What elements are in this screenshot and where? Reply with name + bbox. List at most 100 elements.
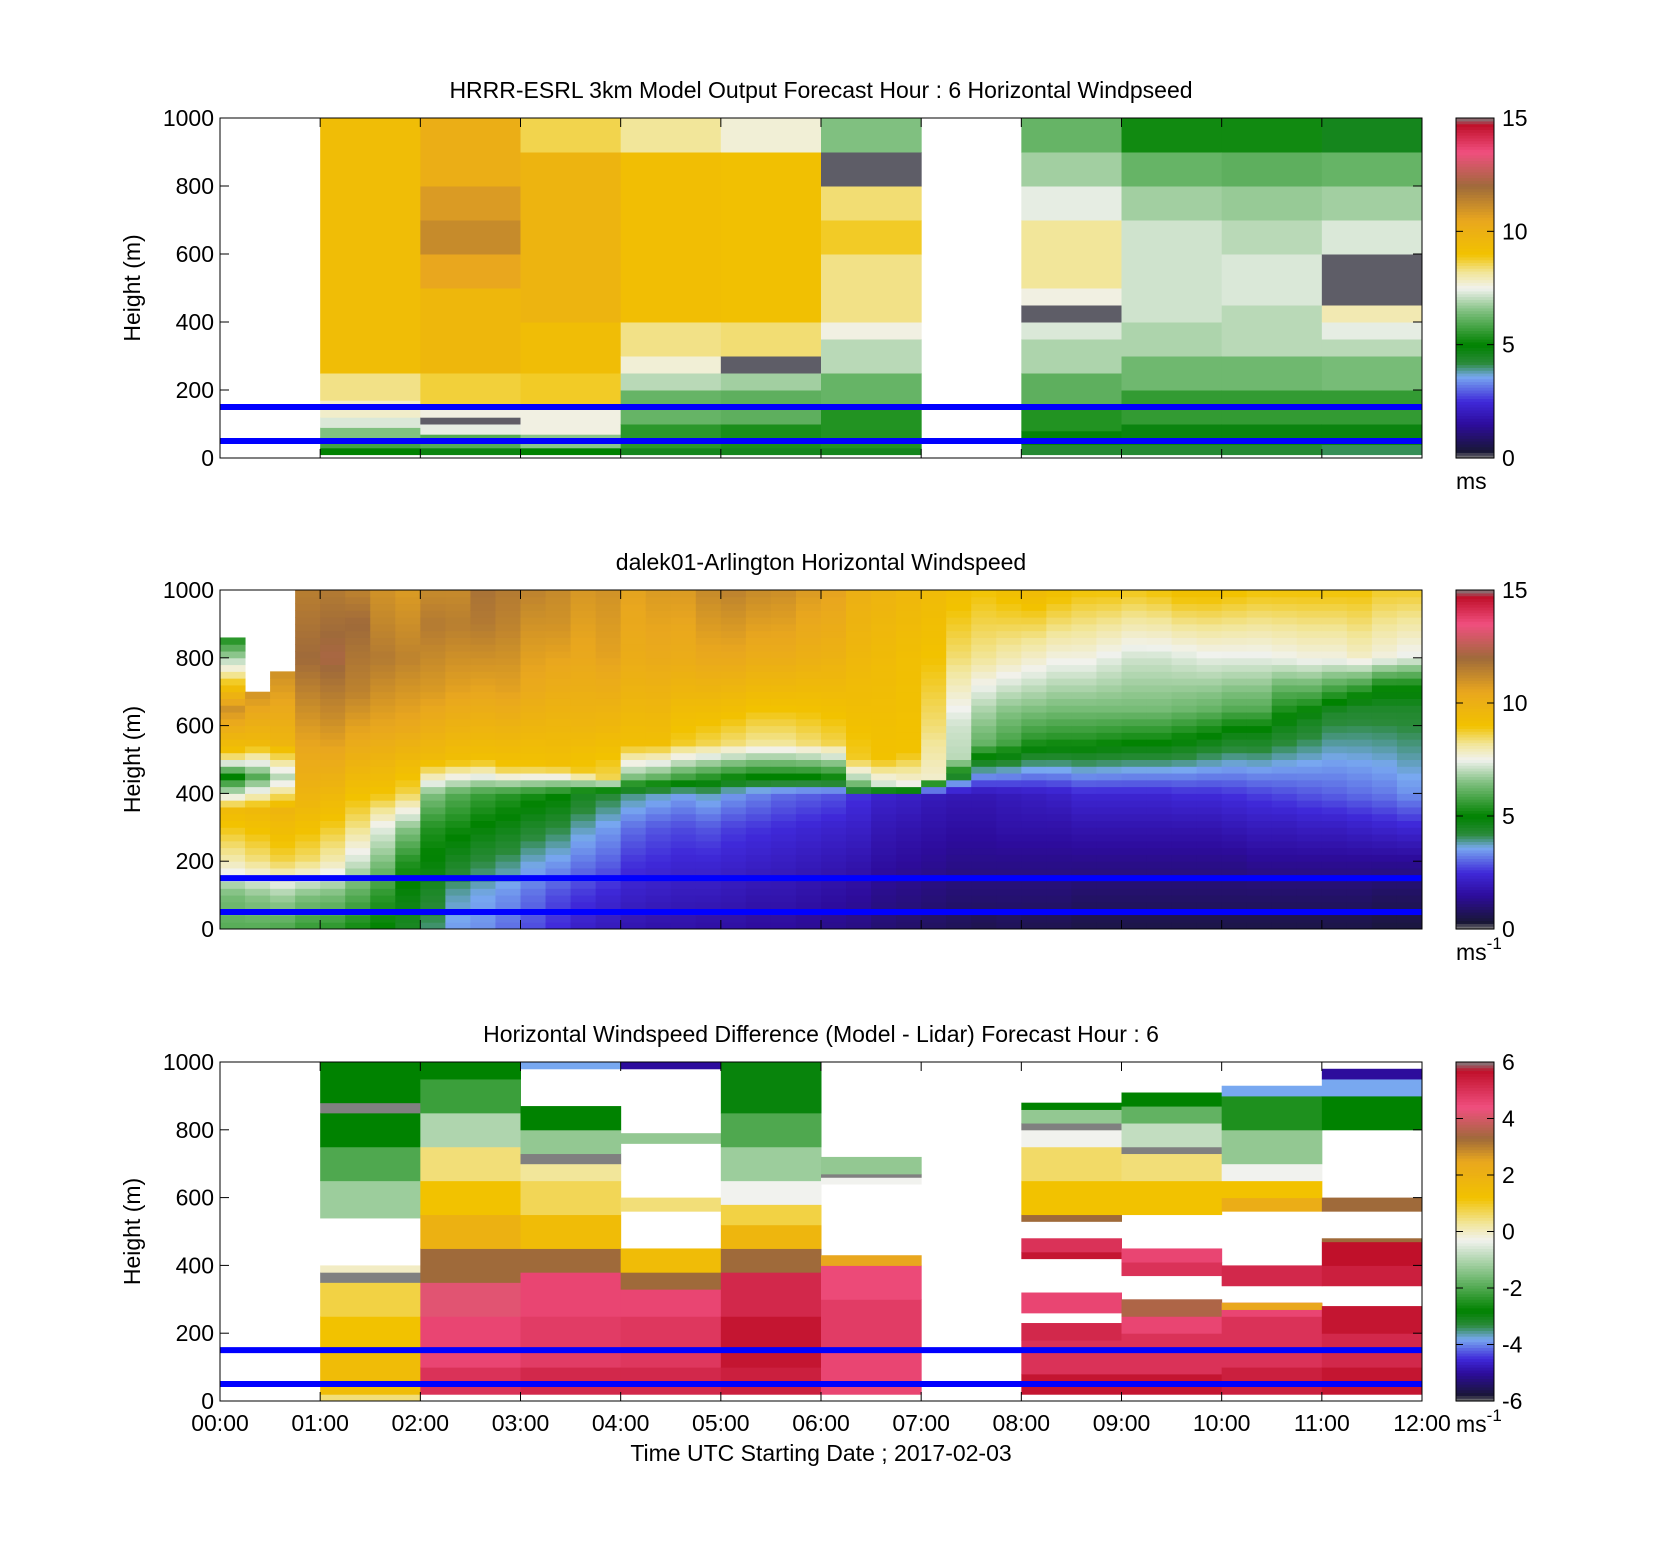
heatmap-cell bbox=[545, 888, 572, 896]
heatmap-cell bbox=[1321, 1197, 1423, 1212]
heatmap-cell bbox=[1296, 630, 1323, 638]
heatmap-cell bbox=[1096, 603, 1122, 611]
heatmap-cell bbox=[1121, 1153, 1223, 1182]
heatmap-cell bbox=[770, 752, 797, 760]
heatmap-cell bbox=[370, 766, 396, 774]
heatmap-cell bbox=[520, 1367, 622, 1395]
heatmap-cell bbox=[395, 867, 421, 876]
heatmap-cell bbox=[295, 922, 321, 930]
heatmap-cell bbox=[1346, 800, 1373, 808]
heatmap-cell bbox=[921, 915, 947, 923]
heatmap-cell bbox=[795, 827, 822, 835]
heatmap-cell bbox=[220, 698, 246, 706]
heatmap-cell bbox=[495, 861, 521, 869]
colorbar-swatch bbox=[1456, 1330, 1494, 1334]
heatmap-cell bbox=[595, 786, 622, 794]
heatmap-cell bbox=[946, 651, 972, 659]
heatmap-cell bbox=[395, 800, 421, 808]
heatmap-cell bbox=[395, 691, 421, 699]
colorbar-swatch bbox=[1456, 852, 1494, 857]
heatmap-cell bbox=[770, 922, 797, 930]
heatmap-cell bbox=[420, 759, 446, 767]
heatmap-cell bbox=[795, 840, 822, 849]
heatmap-cell bbox=[1271, 596, 1298, 605]
heatmap-cell bbox=[1271, 644, 1298, 652]
heatmap-cell bbox=[1171, 779, 1198, 788]
heatmap-cell bbox=[570, 861, 597, 869]
heatmap-cell bbox=[1196, 732, 1223, 740]
heatmap-cell bbox=[270, 867, 296, 876]
heatmap-cell bbox=[846, 644, 872, 652]
heatmap-cell bbox=[1296, 786, 1323, 794]
heatmap-cell bbox=[370, 745, 396, 754]
heatmap-cell bbox=[921, 793, 947, 801]
heatmap-cell bbox=[595, 596, 622, 605]
heatmap-cell bbox=[871, 603, 897, 611]
heatmap-cell bbox=[320, 118, 421, 374]
heatmap-cell bbox=[345, 813, 371, 822]
heatmap-cell bbox=[1221, 867, 1248, 876]
colorbar-swatch bbox=[1456, 409, 1494, 414]
colorbar-swatch bbox=[1456, 824, 1494, 828]
heatmap-cell bbox=[1071, 712, 1097, 720]
colorbar-swatch bbox=[1456, 1369, 1494, 1374]
heatmap-cell bbox=[946, 671, 972, 679]
heatmap-cell bbox=[220, 651, 246, 659]
heatmap-cell bbox=[420, 786, 446, 794]
heatmap-cell bbox=[1221, 691, 1248, 699]
heatmap-cell bbox=[370, 915, 396, 923]
heatmap-cell bbox=[1246, 759, 1273, 767]
colorbar-swatch bbox=[1456, 632, 1494, 636]
colorbar-swatch bbox=[1456, 1381, 1494, 1385]
heatmap-cell bbox=[1096, 745, 1122, 754]
heatmap-cell bbox=[595, 617, 622, 625]
heatmap-cell bbox=[370, 705, 396, 713]
heatmap-cell bbox=[370, 922, 396, 930]
heatmap-cell bbox=[245, 766, 271, 774]
heatmap-cell bbox=[520, 152, 622, 323]
heatmap-cell bbox=[996, 657, 1022, 666]
heatmap-cell bbox=[720, 617, 747, 625]
heatmap-cell bbox=[745, 793, 772, 801]
heatmap-cell bbox=[1396, 888, 1423, 896]
heatmap-cell bbox=[971, 854, 997, 862]
heatmap-cell bbox=[770, 840, 797, 849]
heatmap-cell bbox=[320, 793, 346, 801]
heatmap-cell bbox=[620, 691, 647, 699]
heatmap-cell bbox=[295, 786, 321, 794]
colorbar-swatch bbox=[1456, 796, 1494, 800]
heatmap-cell bbox=[1121, 779, 1148, 788]
heatmap-cell bbox=[1096, 867, 1122, 876]
heatmap-cell bbox=[320, 739, 346, 747]
heatmap-cell bbox=[1146, 739, 1173, 747]
heatmap-cell bbox=[420, 118, 521, 187]
colorbar-swatch bbox=[1456, 869, 1494, 874]
heatmap-cell bbox=[345, 630, 371, 638]
heatmap-cell bbox=[595, 752, 622, 760]
heatmap-cell bbox=[445, 827, 471, 835]
heatmap-cell bbox=[996, 671, 1022, 679]
heatmap-cell bbox=[545, 630, 572, 638]
heatmap-cell bbox=[1196, 644, 1223, 652]
heatmap-cell bbox=[1021, 657, 1047, 666]
heatmap-cell bbox=[370, 691, 396, 699]
heatmap-cell bbox=[1021, 288, 1122, 306]
heatmap-cell bbox=[670, 698, 697, 706]
heatmap-cell bbox=[395, 678, 421, 686]
heatmap-cell bbox=[821, 732, 847, 740]
heatmap-cell bbox=[470, 881, 496, 889]
heatmap-cell bbox=[871, 793, 897, 801]
heatmap-cell bbox=[220, 800, 246, 808]
heatmap-cell bbox=[620, 637, 647, 645]
heatmap-cell bbox=[946, 773, 972, 781]
heatmap-cell bbox=[795, 678, 822, 686]
heatmap-cell bbox=[946, 793, 972, 801]
heatmap-cell bbox=[921, 800, 947, 808]
colorbar-swatch bbox=[1456, 296, 1494, 300]
heatmap-cell bbox=[670, 739, 697, 747]
heatmap-cell bbox=[1246, 596, 1273, 605]
heatmap-cell bbox=[345, 739, 371, 747]
heatmap-cell bbox=[996, 644, 1022, 652]
heatmap-cell bbox=[370, 596, 396, 605]
heatmap-cell bbox=[1046, 630, 1072, 638]
